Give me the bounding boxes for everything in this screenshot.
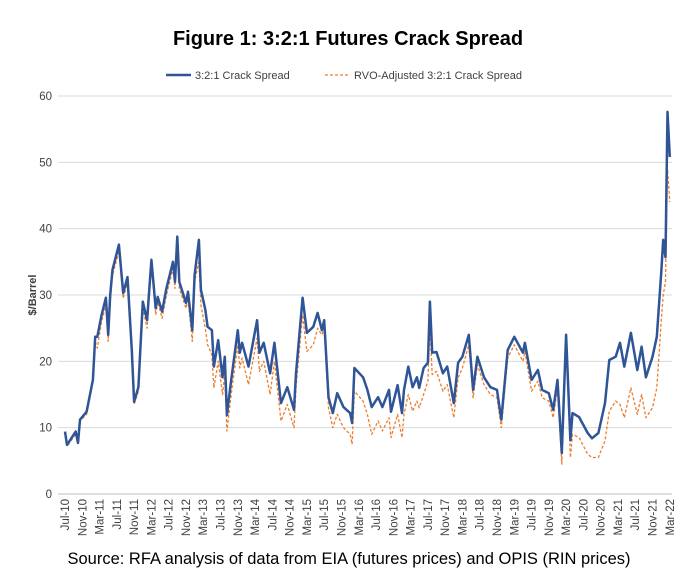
chart-title: Figure 1: 3:2:1 Futures Crack Spread bbox=[173, 28, 523, 50]
x-tick-label: Mar-20 bbox=[561, 499, 573, 535]
x-tick-label: Mar-12 bbox=[146, 499, 158, 535]
x-tick-label: Mar-19 bbox=[509, 499, 521, 535]
y-tick-label: 60 bbox=[39, 91, 52, 103]
gridlines bbox=[58, 95, 672, 495]
x-tick-label: Nov-14 bbox=[285, 498, 297, 536]
x-tick-label: Jul-18 bbox=[475, 499, 487, 530]
x-tick-label: Jul-11 bbox=[112, 499, 124, 529]
x-tick-label: Mar-18 bbox=[457, 499, 469, 535]
x-tick-label: Jul-20 bbox=[578, 499, 590, 530]
x-tick-label: Mar-15 bbox=[302, 499, 314, 535]
x-tick-label: Jul-14 bbox=[267, 498, 279, 530]
x-tick-label: Mar-22 bbox=[665, 499, 677, 535]
x-tick-label: Nov-18 bbox=[492, 499, 504, 536]
x-tick-label: Jul-15 bbox=[319, 499, 331, 530]
x-tick-label: Nov-17 bbox=[440, 499, 452, 536]
x-tick-label: Jul-19 bbox=[527, 499, 539, 530]
y-tick-label: 30 bbox=[39, 290, 52, 302]
x-axis-ticks: Jul-10 Nov-10 Mar-11 Jul-11 Nov-11 Mar-12 Jul-… bbox=[60, 498, 677, 536]
x-tick-label: Mar-13 bbox=[198, 499, 210, 535]
series-line-crack-spread bbox=[63, 110, 672, 455]
x-tick-label: Jul-12 bbox=[164, 499, 176, 530]
y-tick-label: 10 bbox=[39, 423, 52, 435]
x-tick-label: Nov-13 bbox=[233, 499, 245, 536]
y-tick-label: 40 bbox=[39, 224, 52, 236]
x-tick-label: Jul-16 bbox=[371, 499, 383, 530]
x-tick-label: Nov-21 bbox=[648, 499, 660, 536]
x-tick-label: Nov-11 bbox=[129, 499, 141, 535]
y-axis-label: $/Barrel bbox=[27, 275, 39, 316]
x-tick-label: Nov-10 bbox=[77, 499, 89, 536]
x-tick-label: Mar-21 bbox=[613, 499, 625, 535]
legend: 3:2:1 Crack Spread RVO-Adjusted 3:2:1 Cr… bbox=[166, 70, 522, 82]
x-tick-label: Nov-16 bbox=[388, 499, 400, 536]
y-axis-ticks: 0 10 20 30 40 50 60 bbox=[39, 91, 52, 501]
x-tick-label: Nov-19 bbox=[544, 499, 556, 536]
legend-label-rvo-adjusted: RVO-Adjusted 3:2:1 Crack Spread bbox=[354, 70, 522, 82]
x-tick-label: Mar-14 bbox=[250, 498, 262, 535]
y-tick-label: 0 bbox=[46, 489, 52, 501]
x-tick-label: Jul-10 bbox=[60, 499, 72, 530]
y-tick-label: 50 bbox=[39, 157, 52, 169]
x-tick-label: Jul-17 bbox=[423, 499, 435, 530]
x-tick-label: Mar-16 bbox=[354, 499, 366, 535]
x-tick-label: Mar-17 bbox=[406, 499, 418, 535]
x-tick-label: Jul-13 bbox=[216, 499, 228, 530]
x-tick-label: Nov-12 bbox=[181, 499, 193, 536]
source-note: Source: RFA analysis of data from EIA (f… bbox=[67, 550, 630, 568]
y-tick-label: 20 bbox=[39, 356, 52, 368]
legend-label-crack-spread: 3:2:1 Crack Spread bbox=[195, 70, 290, 82]
series-line-rvo-adjusted bbox=[64, 168, 671, 465]
x-tick-label: Jul-21 bbox=[630, 499, 642, 530]
x-tick-label: Mar-11 bbox=[95, 499, 107, 535]
x-tick-label: Nov-20 bbox=[596, 499, 608, 536]
series-lines bbox=[63, 110, 672, 465]
x-tick-label: Nov-15 bbox=[336, 499, 348, 536]
